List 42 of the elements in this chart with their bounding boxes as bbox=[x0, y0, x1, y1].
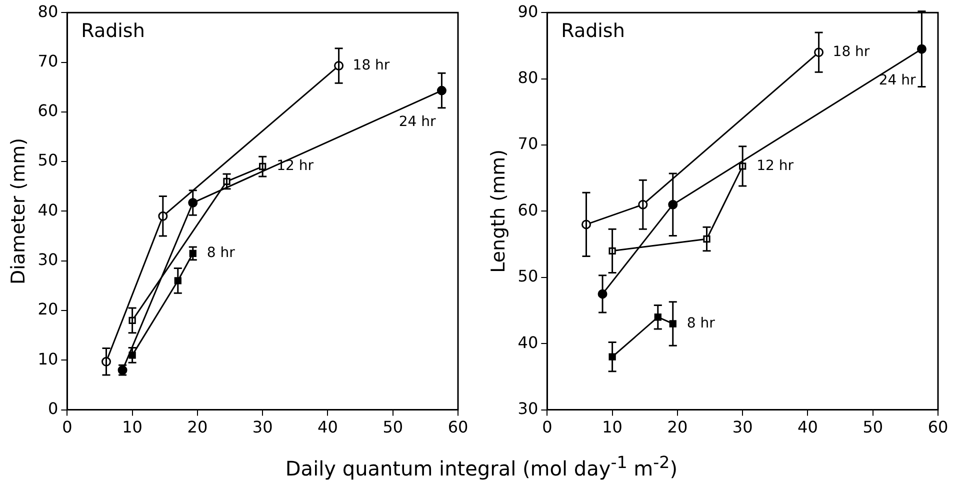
y-tick-label: 50 bbox=[518, 266, 538, 286]
series-label: 18 hr bbox=[352, 57, 390, 74]
x-tick-label: 10 bbox=[602, 418, 622, 437]
x-axis-title: Daily quantum integral (mol day$^{-1}$ m$^{-2}$) bbox=[284, 453, 679, 481]
y-tick-label: 70 bbox=[518, 134, 538, 154]
x-tick-label: 0 bbox=[62, 418, 72, 437]
series-label: 18 hr bbox=[832, 44, 870, 60]
x-tick-label: 40 bbox=[798, 418, 818, 437]
series-label: 8 hr bbox=[686, 315, 716, 332]
y-tick-label: 80 bbox=[518, 68, 538, 87]
y-tick-label: 0 bbox=[48, 398, 58, 418]
x-tick-label: 30 bbox=[252, 418, 273, 437]
y-tick-label: 60 bbox=[38, 101, 58, 120]
y-tick-label: 10 bbox=[38, 349, 58, 368]
x-tick-label: 60 bbox=[448, 418, 468, 437]
series-label: 12 hr bbox=[756, 158, 794, 174]
y-tick-label: 90 bbox=[518, 2, 538, 21]
x-tick-label: 20 bbox=[187, 418, 208, 437]
y-tick-label: 60 bbox=[518, 200, 538, 220]
series-label: 24 hr bbox=[398, 114, 436, 130]
x-tick-label: 50 bbox=[862, 418, 884, 437]
y-axis-title: Length (mm) bbox=[487, 149, 510, 273]
series-label: 24 hr bbox=[878, 72, 916, 89]
x-tick-label: 50 bbox=[382, 418, 404, 437]
y-tick-label: 40 bbox=[38, 200, 58, 220]
series-label: 8 hr bbox=[206, 245, 236, 262]
x-tick-label: 30 bbox=[732, 418, 753, 437]
y-tick-label: 30 bbox=[518, 398, 538, 418]
y-tick-label: 20 bbox=[38, 300, 58, 319]
x-tick-label: 60 bbox=[928, 418, 948, 437]
y-tick-label: 70 bbox=[38, 51, 58, 70]
x-tick-label: 10 bbox=[122, 418, 142, 437]
chart-title: Radish bbox=[561, 20, 625, 42]
y-tick-label: 30 bbox=[38, 250, 58, 270]
x-tick-label: 40 bbox=[318, 418, 338, 437]
y-tick-label: 40 bbox=[518, 332, 538, 352]
y-axis-title: Diameter (mm) bbox=[7, 138, 30, 284]
x-tick-label: 0 bbox=[542, 418, 552, 437]
chart-title: Radish bbox=[81, 20, 145, 42]
y-tick-label: 50 bbox=[38, 150, 58, 170]
y-tick-label: 80 bbox=[38, 2, 58, 21]
x-tick-label: 20 bbox=[667, 418, 688, 437]
